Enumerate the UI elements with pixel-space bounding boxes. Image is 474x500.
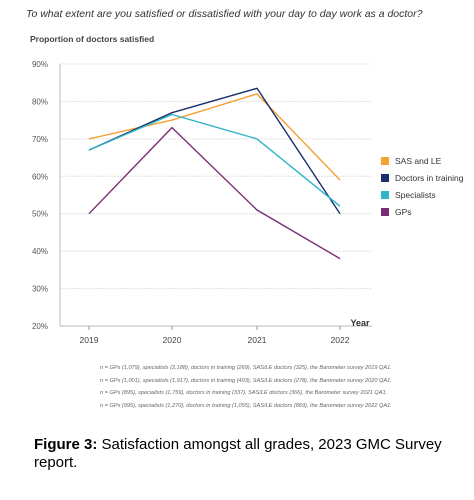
legend-item: Doctors in training	[381, 169, 464, 186]
x-tick-labels: 2019 2020 2021 2022	[80, 326, 350, 345]
figure-caption: Figure 3: Satisfaction amongst all grade…	[34, 436, 454, 472]
note-line: n = GPs (995), specialists (1,270), doct…	[100, 402, 392, 409]
legend-item: Specialists	[381, 186, 464, 203]
y-tick-label: 40%	[32, 247, 48, 256]
x-tick-label: 2022	[331, 335, 350, 345]
legend-item: GPs	[381, 203, 464, 220]
note-line: n = GPs (1,079), specialists (2,188), do…	[100, 365, 392, 371]
x-tick-label: 2021	[248, 335, 267, 345]
chart-legend: SAS and LE Doctors in training Specialists…	[381, 152, 464, 220]
x-tick-label: 2020	[163, 335, 182, 345]
legend-swatch	[381, 207, 389, 216]
series-line-doctors-in-training	[88, 87, 341, 215]
series-lines	[88, 87, 341, 260]
legend-label: SAS and LE	[395, 155, 442, 166]
legend-item: SAS and LE	[381, 152, 464, 169]
y-tick-label: 50%	[32, 210, 48, 219]
x-tick-label: 2019	[80, 335, 99, 345]
y-axis-title: Proportion of doctors satisfied	[30, 34, 155, 44]
sample-size-notes: n = GPs (1,079), specialists (2,188), do…	[100, 362, 392, 412]
y-tick-label: 20%	[32, 322, 48, 331]
caption-label: Figure 3:	[34, 436, 98, 453]
y-tick-label: 30%	[32, 285, 48, 294]
legend-swatch	[381, 190, 389, 199]
y-tick-label: 70%	[32, 135, 48, 144]
caption-text: Satisfaction amongst all grades, 2023 GM…	[34, 436, 442, 471]
x-axis-title: Year	[350, 318, 370, 328]
series-line-sas-and-le	[88, 93, 341, 181]
series-line-specialists	[88, 113, 341, 207]
note-line: n = GPs (1,001), specialists (1,917), do…	[100, 377, 392, 384]
legend-label: Doctors in training	[395, 172, 464, 183]
survey-question: To what extent are you satisfied or diss…	[26, 8, 423, 20]
gridlines	[59, 63, 372, 327]
series-line-gps	[88, 126, 341, 260]
line-chart: 20% 30% 40% 50% 60% 70% 80% 90% 2019 2020 2021 202…	[32, 60, 372, 345]
legend-swatch	[381, 173, 389, 182]
y-tick-label: 80%	[32, 97, 48, 106]
legend-swatch	[381, 156, 389, 165]
legend-label: Specialists	[395, 189, 436, 200]
y-tick-label: 60%	[32, 172, 48, 181]
note-line: n = GPs (895), specialists (1,759), doct…	[100, 390, 388, 396]
y-tick-labels: 20% 30% 40% 50% 60% 70% 80% 90%	[32, 60, 48, 331]
y-tick-label: 90%	[32, 60, 48, 69]
legend-label: GPs	[395, 206, 412, 217]
